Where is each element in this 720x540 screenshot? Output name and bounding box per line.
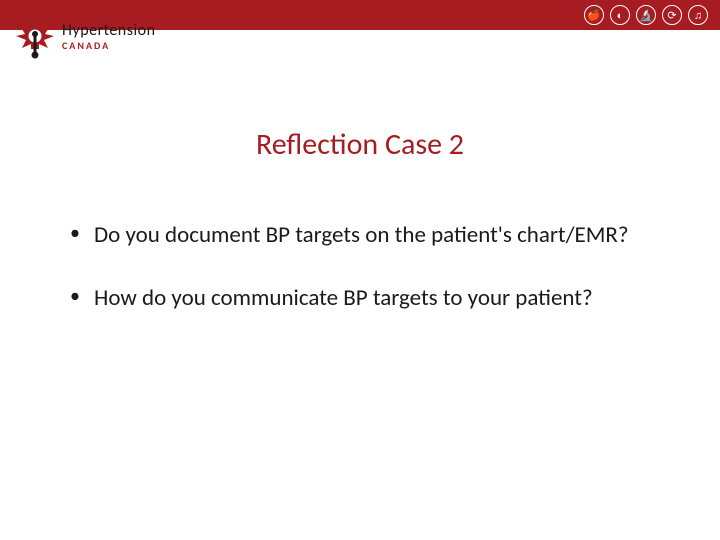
- apple-icon: 🍎: [584, 5, 604, 25]
- globe-icon: ◐: [610, 5, 630, 25]
- maple-leaf-icon: [14, 14, 56, 60]
- stethoscope-icon: ♫: [688, 5, 708, 25]
- brand-logo: Hypertension CANADA: [14, 14, 155, 60]
- cycle-icon: ⟳: [662, 5, 682, 25]
- bullet-item: How do you communicate BP targets to you…: [70, 284, 640, 313]
- bullet-item: Do you document BP targets on the patien…: [70, 221, 640, 250]
- brand-line2: CANADA: [62, 41, 155, 51]
- slide-title: Reflection Case 2: [0, 126, 720, 163]
- brand-text: Hypertension CANADA: [62, 23, 155, 51]
- brand-line1: Hypertension: [62, 23, 155, 39]
- slide-body: Do you document BP targets on the patien…: [0, 221, 720, 313]
- microscope-icon: 🔬: [636, 5, 656, 25]
